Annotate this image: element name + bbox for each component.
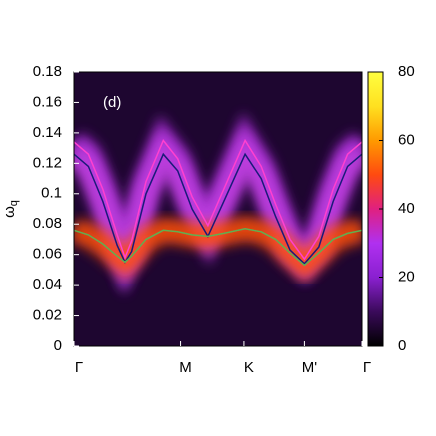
y-axis-label: ωq: [1, 200, 20, 218]
colorbar-tick-label: 0: [398, 337, 406, 354]
y-tick-label: 0.16: [33, 93, 62, 110]
x-tick-label: Γ: [363, 359, 371, 376]
x-tick-label: Γ: [75, 359, 83, 376]
y-tick-label: 0.18: [33, 63, 62, 80]
y-tick-label: 0: [54, 337, 62, 354]
y-tick-label: 0.1: [41, 185, 62, 202]
x-tick-label: M: [179, 359, 192, 376]
x-tick-label: M': [302, 359, 317, 376]
x-tick-label: K: [244, 359, 254, 376]
dispersion-line: [74, 228, 362, 267]
y-tick-label: 0.14: [33, 124, 62, 141]
colorbar-tick-label: 60: [398, 131, 415, 148]
y-label-subscript: q: [8, 200, 20, 206]
y-tick-label: 0.12: [33, 154, 62, 171]
y-tick-label: 0.04: [33, 276, 62, 293]
annotation: (d): [103, 94, 121, 111]
colorbar-tick-label: 40: [398, 200, 415, 217]
y-tick-label: 0.06: [33, 246, 62, 263]
plot-area: [74, 72, 362, 346]
plot-frame: [73, 71, 363, 347]
y-tick-label: 0.08: [33, 215, 62, 232]
y-label-symbol: ω: [1, 206, 18, 218]
colorbar-tick-label: 20: [398, 268, 415, 285]
dispersion-line: [74, 138, 362, 261]
y-tick-label: 0.02: [33, 307, 62, 324]
colorbar-tick-label: 80: [398, 63, 415, 80]
